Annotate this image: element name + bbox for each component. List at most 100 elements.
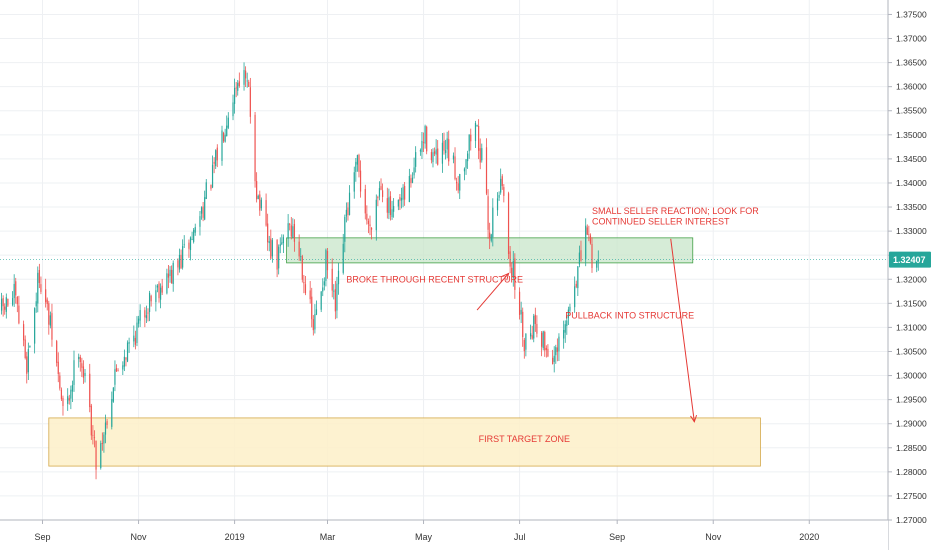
candle [248, 79, 250, 88]
candle-body [245, 70, 247, 79]
candle [238, 72, 240, 88]
time-tick-label: May [415, 532, 433, 542]
candle-body [326, 251, 329, 271]
candle [282, 234, 285, 254]
candle-body [333, 290, 335, 292]
candle-body [367, 220, 370, 225]
candle-body [452, 155, 455, 160]
candle [355, 158, 357, 182]
candle-body [18, 305, 20, 324]
price-tick-label: 1.34000 [896, 178, 927, 188]
candle-body [435, 149, 437, 155]
candle-body [90, 405, 92, 436]
candle [13, 274, 15, 307]
price-tick-label: 1.29000 [896, 419, 927, 429]
candle-body [68, 398, 70, 401]
candle-body [48, 303, 50, 325]
candle-body [101, 442, 103, 444]
candle [226, 115, 228, 137]
candle-body [216, 147, 218, 161]
candle [177, 258, 179, 276]
price-tick-label: 1.33000 [896, 226, 927, 236]
candle [281, 234, 283, 246]
candle [455, 177, 458, 191]
candle [38, 263, 40, 289]
candle-body [437, 148, 439, 165]
price-tick-label: 1.30500 [896, 346, 927, 356]
candle [221, 125, 223, 166]
candle-body [399, 197, 401, 201]
candle-body [259, 194, 261, 211]
candle-body [470, 134, 472, 142]
candle [476, 124, 478, 127]
candle [150, 294, 152, 307]
candle [566, 316, 568, 335]
time-tick-label: 2020 [799, 532, 819, 542]
candle-body [344, 216, 346, 242]
candle-body [210, 184, 212, 189]
candle [424, 124, 426, 149]
candle-body [191, 239, 193, 240]
candle [78, 353, 80, 368]
candle-body [13, 283, 15, 299]
candle-body [536, 323, 538, 334]
candle [68, 394, 70, 405]
candle-body [125, 357, 127, 360]
candle [300, 248, 302, 262]
candle [312, 315, 314, 336]
candle [397, 199, 399, 211]
candle [189, 236, 192, 261]
candle-body [205, 182, 207, 199]
candle-body [171, 269, 173, 284]
candle [386, 187, 388, 219]
candle [59, 372, 61, 391]
candle-body [287, 223, 289, 239]
candle-body [322, 287, 324, 292]
candle [430, 149, 433, 164]
candle [245, 66, 247, 87]
candle-body [227, 117, 229, 128]
candle [574, 276, 576, 313]
candle-body [489, 232, 491, 239]
zones [48, 237, 761, 467]
candle [193, 227, 195, 244]
candle-body [265, 200, 267, 226]
candle [419, 148, 421, 156]
candle-body [498, 195, 500, 198]
candle [432, 148, 434, 168]
candle [393, 198, 395, 218]
candle [29, 345, 31, 348]
candle-body [531, 335, 533, 339]
candle-body [375, 199, 377, 231]
candle [222, 131, 225, 143]
candle [123, 349, 125, 372]
candle [303, 274, 305, 294]
candle [320, 290, 322, 313]
candle-body [422, 141, 425, 143]
candle [389, 191, 392, 221]
candle-body [172, 262, 174, 285]
candle [545, 345, 547, 358]
candle [467, 150, 469, 169]
candle-body [444, 150, 447, 153]
candle [92, 425, 94, 445]
candle-body [270, 238, 272, 259]
candle-body [501, 176, 503, 186]
candle [232, 94, 234, 121]
price-axis[interactable]: 1.37500 1.37000 1.36500 1.36000 1.35500 1.350… [887, 0, 932, 550]
candle [353, 166, 355, 199]
time-axis[interactable]: Sep Nov 2019 Mar May Jul Sep Nov 2020 [0, 519, 888, 550]
arrow-head [690, 414, 698, 423]
candle [216, 144, 218, 168]
candle [26, 351, 28, 384]
candle [369, 215, 371, 236]
candle [470, 128, 472, 151]
candle-body [246, 80, 248, 82]
candle-body [552, 357, 554, 364]
candle-body [57, 361, 59, 375]
candle-body [426, 126, 428, 152]
candle-body [178, 254, 181, 270]
candle [122, 361, 124, 376]
candle-body [474, 122, 477, 141]
